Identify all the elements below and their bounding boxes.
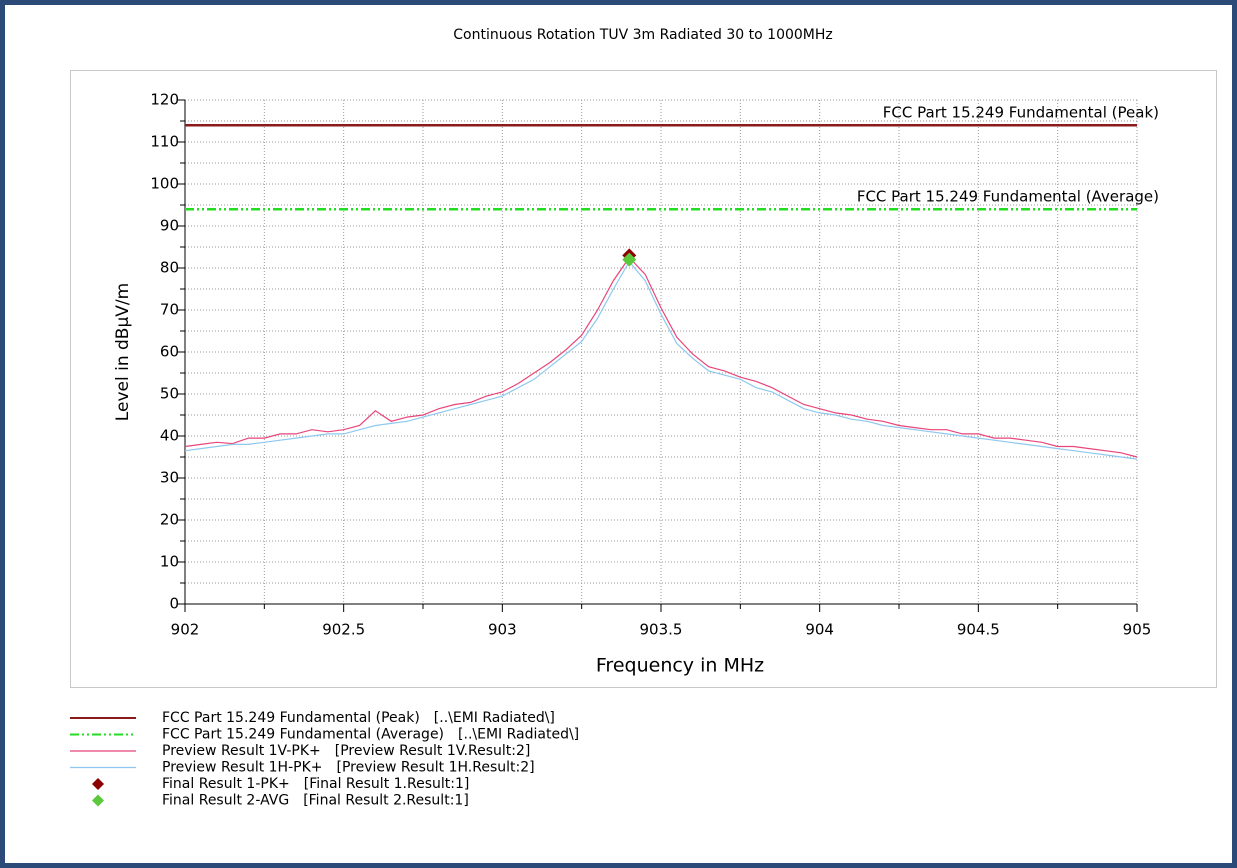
x-tick-label: 905 (1123, 621, 1152, 639)
legend-marker (92, 778, 104, 790)
chart-title: Continuous Rotation TUV 3m Radiated 30 t… (453, 27, 833, 43)
legend-marker (92, 794, 104, 807)
x-tick-label: 902 (171, 621, 200, 639)
y-tick-label: 50 (160, 385, 179, 403)
limit-label: FCC Part 15.249 Fundamental (Peak) (883, 104, 1159, 122)
legend-source: [Final Result 2.Result:1] (303, 793, 469, 809)
legend-source: [Preview Result 1H.Result:2] (337, 760, 535, 776)
x-tick-label: 902.5 (322, 621, 365, 639)
x-tick-label: 903.5 (640, 621, 683, 639)
y-tick-label: 0 (169, 595, 179, 613)
legend-name: FCC Part 15.249 Fundamental (Peak) (162, 710, 420, 726)
legend-source: [Final Result 1.Result:1] (304, 776, 470, 792)
y-tick-label: 40 (160, 427, 179, 445)
y-tick-label: 30 (160, 469, 179, 487)
x-tick-label: 904.5 (957, 621, 1000, 639)
legend-source: [..\EMI Radiated\] (434, 710, 555, 726)
legend-entry: FCC Part 15.249 Fundamental (Peak) [..\EM… (162, 710, 555, 726)
final-result-marker (622, 252, 637, 267)
legend-source: [..\EMI Radiated\] (458, 727, 579, 743)
y-tick-label: 90 (160, 217, 179, 235)
legend-name: Preview Result 1V-PK+ (162, 743, 321, 759)
y-tick-label: 80 (160, 259, 179, 277)
y-tick-label: 10 (160, 553, 179, 571)
preview-line (184, 256, 1138, 458)
limit-label: FCC Part 15.249 Fundamental (Average) (857, 188, 1159, 206)
legend-source: [Preview Result 1V.Result:2] (335, 743, 531, 759)
chart-box (70, 70, 1217, 688)
y-tick-label: 70 (160, 301, 179, 319)
x-tick-label: 903 (488, 621, 517, 639)
legend-name: Final Result 2-AVG (162, 793, 289, 809)
legend-entry: Final Result 1-PK+ [Final Result 1.Result… (162, 776, 469, 792)
y-tick-label: 110 (150, 133, 179, 151)
legend-name: Preview Result 1H-PK+ (162, 760, 323, 776)
legend-entry: Final Result 2-AVG [Final Result 2.Result… (162, 793, 469, 809)
preview-line (184, 260, 1138, 460)
y-tick-label: 20 (160, 511, 179, 529)
legend-entry: FCC Part 15.249 Fundamental (Average) [..… (162, 727, 579, 743)
legend-name: Final Result 1-PK+ (162, 776, 290, 792)
y-tick-label: 100 (150, 175, 179, 193)
y-axis-label: Level in dBµV/m (113, 283, 133, 421)
x-axis-label: Frequency in MHz (596, 655, 764, 677)
y-tick-label: 120 (150, 91, 179, 109)
legend-name: FCC Part 15.249 Fundamental (Average) (162, 727, 444, 743)
y-tick-label: 60 (160, 343, 179, 361)
legend-entry: Preview Result 1H-PK+ [Preview Result 1H.… (162, 760, 535, 776)
x-tick-label: 904 (805, 621, 834, 639)
legend-entry: Preview Result 1V-PK+ [Preview Result 1V.… (162, 743, 530, 759)
